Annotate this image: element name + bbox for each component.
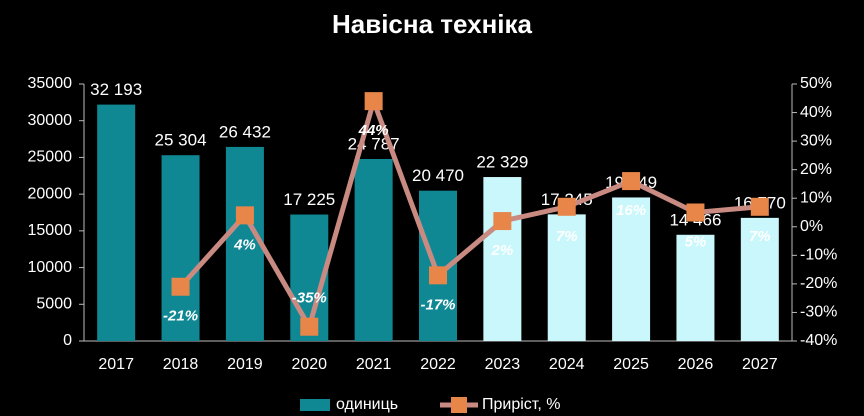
legend-swatch (300, 399, 330, 411)
bar (547, 214, 586, 341)
bar (740, 217, 779, 341)
growth-label: 4% (233, 236, 256, 253)
y2-tick-label: 50% (800, 75, 832, 92)
y-tick-label: 25000 (28, 149, 73, 166)
growth-marker (235, 206, 254, 225)
y-tick-label: 20000 (28, 185, 73, 202)
bar-value-label: 17 225 (283, 190, 335, 209)
x-tick-label: 2025 (613, 356, 649, 373)
growth-label: 5% (685, 233, 707, 250)
y2-tick-label: 10% (800, 189, 832, 206)
y-tick-label: 0 (63, 332, 72, 349)
y-tick-label: 35000 (28, 75, 73, 92)
growth-label: 7% (749, 228, 771, 245)
y-tick-label: 15000 (28, 222, 73, 239)
x-tick-label: 2018 (163, 356, 199, 373)
growth-label: -21% (163, 308, 198, 325)
y2-tick-label: -10% (800, 247, 837, 264)
x-tick-label: 2026 (678, 356, 714, 373)
growth-line (178, 93, 761, 334)
growth-label: 16% (616, 202, 646, 219)
growth-marker (622, 172, 641, 191)
growth-label: 2% (491, 242, 514, 259)
growth-marker (493, 212, 512, 231)
bar-value-label: 32 193 (90, 80, 142, 99)
x-tick-label: 2021 (356, 356, 392, 373)
y2-tick-label: -40% (800, 332, 837, 349)
legend-label: Приріст, % (482, 396, 560, 413)
growth-label: 44% (358, 122, 389, 139)
growth-label: -35% (292, 290, 327, 307)
bar (225, 146, 264, 341)
growth-marker (300, 317, 319, 336)
y-tick-label: 5000 (36, 296, 72, 313)
bar (97, 104, 136, 342)
growth-marker (171, 277, 190, 296)
chart-title: Навісна техніка (332, 9, 533, 39)
bar-value-label: 26 432 (219, 122, 271, 141)
y2-tick-label: 20% (800, 161, 832, 178)
x-tick-label: 2019 (227, 356, 263, 373)
bar-value-label: 25 304 (155, 131, 207, 150)
y2-tick-label: 0% (800, 218, 823, 235)
x-tick-label: 2023 (485, 356, 521, 373)
bar (612, 197, 651, 341)
bar (354, 158, 393, 341)
growth-label: -17% (420, 296, 455, 313)
bar (483, 177, 522, 341)
bar-value-label: 22 329 (476, 153, 528, 172)
x-tick-label: 2020 (291, 356, 327, 373)
x-tick-label: 2024 (549, 356, 585, 373)
y2-tick-label: 40% (800, 104, 832, 121)
legend-marker (451, 397, 467, 413)
bar (161, 155, 200, 341)
x-tick-label: 2017 (98, 356, 134, 373)
y2-tick-label: -20% (800, 275, 837, 292)
x-tick-label: 2022 (420, 356, 456, 373)
y-tick-label: 30000 (28, 112, 73, 129)
growth-label: 7% (556, 228, 578, 245)
bar-value-label: 20 470 (412, 166, 464, 185)
growth-marker (364, 92, 383, 111)
y2-tick-label: 30% (800, 132, 832, 149)
growth-marker (429, 266, 447, 285)
growth-marker (557, 197, 576, 216)
growth-marker (686, 203, 705, 222)
growth-marker (750, 197, 769, 216)
y2-tick-label: -30% (800, 304, 837, 321)
y-tick-label: 10000 (28, 259, 73, 276)
bar (676, 234, 715, 341)
legend-label: одиниць (336, 396, 398, 413)
x-tick-label: 2027 (742, 356, 778, 373)
